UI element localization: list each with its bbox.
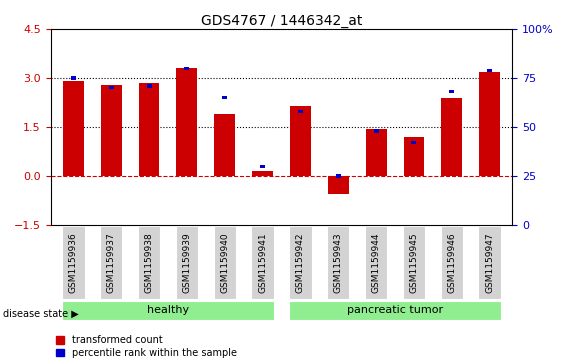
Bar bbox=[71, 76, 76, 79]
Text: GSM1159945: GSM1159945 bbox=[409, 232, 418, 293]
Bar bbox=[479, 226, 501, 299]
Legend: transformed count, percentile rank within the sample: transformed count, percentile rank withi… bbox=[56, 335, 237, 358]
Bar bbox=[487, 69, 492, 72]
Text: GSM1159947: GSM1159947 bbox=[485, 232, 494, 293]
Bar bbox=[222, 96, 227, 99]
Text: GSM1159938: GSM1159938 bbox=[145, 232, 154, 293]
Text: GSM1159937: GSM1159937 bbox=[107, 232, 116, 293]
Bar bbox=[290, 106, 311, 176]
Bar bbox=[289, 226, 311, 299]
Bar bbox=[100, 226, 122, 299]
Bar bbox=[176, 226, 198, 299]
Bar bbox=[176, 68, 197, 176]
Bar bbox=[138, 226, 160, 299]
Bar bbox=[365, 226, 387, 299]
Bar bbox=[252, 171, 273, 176]
Bar bbox=[328, 176, 348, 194]
Bar bbox=[441, 98, 462, 176]
Bar bbox=[289, 301, 501, 320]
Bar bbox=[479, 72, 500, 176]
Text: GSM1159941: GSM1159941 bbox=[258, 232, 267, 293]
Text: GSM1159936: GSM1159936 bbox=[69, 232, 78, 293]
Bar bbox=[327, 226, 350, 299]
Bar bbox=[298, 110, 303, 113]
Bar bbox=[336, 175, 341, 178]
Bar bbox=[146, 84, 151, 87]
Text: healthy: healthy bbox=[147, 305, 189, 315]
Bar bbox=[260, 165, 265, 168]
Text: GSM1159940: GSM1159940 bbox=[220, 232, 229, 293]
Bar bbox=[449, 90, 454, 93]
Bar bbox=[404, 137, 425, 176]
Bar bbox=[109, 86, 114, 90]
Bar bbox=[441, 226, 463, 299]
Bar bbox=[215, 114, 235, 176]
Bar bbox=[185, 66, 189, 70]
Bar bbox=[412, 141, 417, 144]
Bar bbox=[403, 226, 425, 299]
Bar bbox=[62, 226, 84, 299]
Bar bbox=[366, 129, 387, 176]
Text: GSM1159943: GSM1159943 bbox=[334, 232, 343, 293]
Text: disease state ▶: disease state ▶ bbox=[3, 309, 79, 319]
Bar bbox=[374, 129, 378, 132]
Text: pancreatic tumor: pancreatic tumor bbox=[347, 305, 443, 315]
Bar bbox=[213, 226, 236, 299]
Text: GSM1159944: GSM1159944 bbox=[372, 232, 381, 293]
Bar bbox=[138, 83, 159, 176]
Text: GSM1159942: GSM1159942 bbox=[296, 232, 305, 293]
Text: GSM1159939: GSM1159939 bbox=[182, 232, 191, 293]
Bar bbox=[101, 85, 122, 176]
Text: GSM1159946: GSM1159946 bbox=[447, 232, 456, 293]
Bar bbox=[63, 81, 84, 176]
Title: GDS4767 / 1446342_at: GDS4767 / 1446342_at bbox=[201, 14, 362, 28]
Bar bbox=[252, 226, 274, 299]
Bar bbox=[62, 301, 274, 320]
